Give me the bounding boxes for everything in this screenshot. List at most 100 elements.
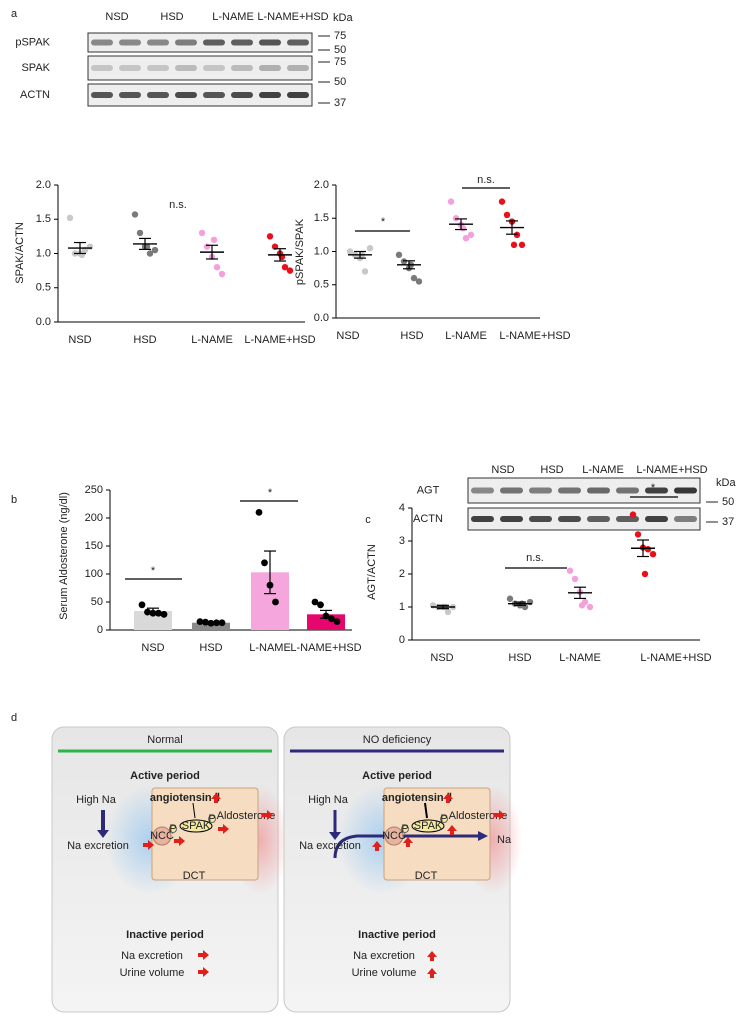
- x-tick-label: NSD: [336, 330, 359, 342]
- data-point: [400, 258, 408, 265]
- diagram-small: angiotensin Ⅱ: [382, 792, 452, 804]
- marker-label: 50: [334, 44, 346, 56]
- y-tick-label: 200: [85, 512, 103, 524]
- diagram-small: P: [169, 823, 176, 835]
- blot-row-label: pSPAK: [15, 36, 50, 48]
- data-point: [136, 229, 144, 237]
- data-point: [207, 619, 215, 627]
- data-point: [361, 268, 369, 275]
- data-point: [649, 551, 657, 558]
- blot-band: [529, 487, 552, 494]
- data-point: [467, 231, 475, 239]
- y-tick-label: 1.0: [314, 245, 329, 257]
- red-arrow: [403, 837, 413, 847]
- diagram-small: angiotensin Ⅱ: [150, 792, 220, 804]
- x-tick-label: L-NAME: [249, 642, 291, 654]
- data-point: [410, 274, 418, 282]
- annotation: *: [151, 565, 156, 577]
- y-tick-label: 0.5: [36, 282, 51, 294]
- annotation: n.s.: [477, 174, 495, 186]
- kda-label: kDa: [716, 477, 736, 489]
- annotation: n.s.: [526, 552, 544, 564]
- red-arrow: [372, 841, 382, 851]
- diagram-text: Na excretion: [299, 840, 361, 852]
- data-point: [155, 609, 162, 617]
- blot-group-label: NSD: [491, 464, 514, 476]
- annotation: *: [381, 216, 386, 228]
- blot-band: [471, 487, 494, 494]
- y-tick-label: 150: [85, 540, 103, 552]
- y-tick-label: 1.5: [36, 213, 51, 225]
- data-point: [366, 244, 374, 252]
- arrow-head: [329, 832, 341, 840]
- arrow-head: [97, 830, 109, 838]
- data-point: [261, 559, 268, 567]
- blot-band: [616, 487, 639, 494]
- panel-label: d: [11, 712, 17, 724]
- data-point: [503, 211, 511, 219]
- data-point: [415, 278, 423, 285]
- panel-label: c: [365, 514, 371, 526]
- x-tick-label: HSD: [133, 334, 156, 346]
- data-point: [203, 243, 211, 250]
- y-tick-label: 2.0: [314, 179, 329, 191]
- blot-band: [231, 65, 253, 71]
- diagram-text: High Na: [76, 794, 117, 806]
- data-point: [196, 618, 204, 625]
- x-tick-label: L-NAME: [445, 330, 487, 342]
- data-point: [641, 570, 649, 578]
- y-tick-label: 4: [399, 502, 405, 514]
- data-point: [255, 509, 263, 516]
- x-tick-label: L-NAME: [559, 652, 601, 664]
- y-tick-label: 0.0: [36, 316, 51, 328]
- kda-label: kDa: [333, 12, 353, 24]
- diagram-small: P: [440, 813, 447, 825]
- red-arrow: [143, 840, 154, 850]
- annotation: n.s.: [169, 199, 187, 211]
- blot-band: [471, 516, 494, 522]
- data-point: [210, 236, 218, 243]
- y-axis-label: Serum Aldosterone (ng/dl): [58, 492, 70, 620]
- data-point: [462, 235, 470, 242]
- data-point: [395, 251, 403, 259]
- data-point: [144, 608, 151, 616]
- period-title: Active period: [362, 770, 432, 782]
- diagram-small: P: [208, 813, 215, 825]
- data-point: [286, 267, 294, 274]
- blot-band: [674, 516, 697, 522]
- panel-title: NO deficiency: [363, 734, 432, 746]
- blot-strip: [467, 507, 701, 531]
- x-tick-label: NSD: [141, 642, 164, 654]
- red-arrow: [447, 825, 457, 835]
- data-point: [281, 264, 289, 271]
- diagram-text: Na excretion: [67, 840, 129, 852]
- spak: [179, 819, 213, 833]
- y-tick-label: 50: [91, 596, 103, 608]
- data-point: [272, 598, 279, 606]
- data-point: [311, 598, 319, 606]
- diagram-text: Urine volume: [120, 967, 185, 979]
- marker-label: 50: [334, 76, 346, 88]
- y-tick-label: 2: [399, 568, 405, 580]
- phospho: [208, 815, 216, 823]
- cell: [151, 787, 259, 881]
- diagram-small: DCT: [415, 870, 438, 882]
- red-arrow: [443, 793, 453, 803]
- data-point: [149, 609, 157, 617]
- blot-group-label: L-NAME+HSD: [636, 464, 707, 476]
- phospho: [440, 815, 448, 823]
- blot-strip: [87, 83, 313, 107]
- data-point: [202, 618, 209, 626]
- blot-band: [587, 487, 610, 494]
- x-tick-label: HSD: [400, 330, 423, 342]
- blot-band: [558, 516, 581, 522]
- blot-band: [203, 65, 225, 71]
- diagram-small: Aldosterone: [449, 810, 508, 822]
- blot-band: [558, 487, 581, 494]
- x-tick-label: NSD: [430, 652, 453, 664]
- blot-band: [203, 92, 225, 98]
- data-point: [317, 601, 324, 609]
- red-arrow: [198, 950, 209, 960]
